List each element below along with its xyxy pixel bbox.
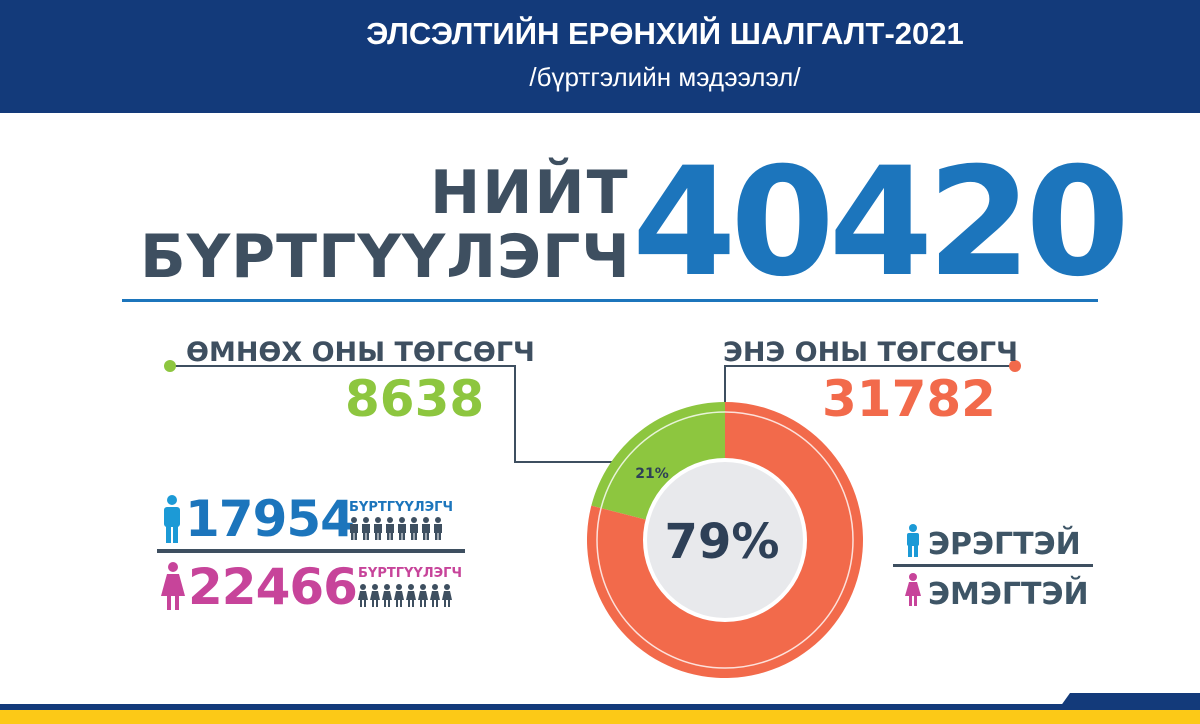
male-people-icons	[350, 517, 442, 540]
legend-divider	[893, 564, 1093, 567]
donut-inner-ring	[596, 411, 854, 669]
current-dot	[1009, 360, 1021, 372]
female-person-icon	[358, 584, 368, 607]
total-label-line2: БҮРТГҮҮЛЭГЧ	[140, 222, 631, 292]
female-person-icon	[382, 584, 392, 607]
legend-male: ЭРЭГТЭЙ	[928, 527, 1081, 562]
total-label-line1: НИЙТ	[430, 158, 630, 228]
male-person-icon	[410, 517, 418, 540]
previous-graduates-label: ӨМНӨХ ОНЫ ТӨГСӨГЧ	[186, 337, 535, 368]
total-value: 40420	[632, 136, 1130, 310]
female-icon	[161, 562, 185, 610]
female-person-icon	[394, 584, 404, 607]
male-person-icon	[386, 517, 394, 540]
current-graduates-label: ЭНЭ ОНЫ ТӨГСӨГЧ	[723, 337, 1018, 368]
female-person-icon	[430, 584, 440, 607]
footer-stripe-navy	[0, 704, 1200, 710]
footer-accent	[1060, 693, 1200, 707]
female-person-icon	[370, 584, 380, 607]
female-person-icon	[406, 584, 416, 607]
page-subtitle: /бүртгэлийн мэдээлэл/	[529, 62, 801, 92]
male-person-icon	[434, 517, 442, 540]
donut-center	[643, 458, 807, 622]
previous-connector	[170, 365, 618, 463]
male-person-icon	[350, 517, 358, 540]
female-people-icons	[358, 584, 452, 607]
male-icon	[164, 495, 180, 543]
female-count: 22466	[188, 558, 358, 616]
male-person-icon	[362, 517, 370, 540]
male-unit: БҮРТГҮҮЛЭГЧ	[349, 500, 453, 515]
header-banner	[0, 0, 1200, 113]
female-person-icon	[442, 584, 452, 607]
legend-female-icon	[905, 573, 921, 606]
center-label: 79%	[665, 514, 780, 570]
current-connector	[724, 365, 1015, 412]
slice-label-previous: 21%	[635, 466, 669, 482]
page-title: ЭЛСЭЛТИЙН ЕРӨНХИЙ ШАЛГАЛТ-2021	[366, 16, 964, 51]
previous-graduates-value: 8638	[345, 370, 485, 428]
footer-stripe-yellow	[0, 710, 1200, 724]
divider	[122, 299, 1098, 302]
gender-divider	[157, 549, 465, 553]
current-graduates-value: 31782	[822, 370, 996, 428]
male-count: 17954	[185, 490, 355, 548]
female-person-icon	[418, 584, 428, 607]
female-unit: БҮРТГҮҮЛЭГЧ	[358, 566, 462, 581]
donut-chart: 79% 21%	[587, 402, 863, 678]
previous-dot	[164, 360, 176, 372]
legend-male-icon	[907, 524, 919, 557]
male-person-icon	[398, 517, 406, 540]
legend-female: ЭМЭГТЭЙ	[928, 577, 1089, 612]
male-person-icon	[374, 517, 382, 540]
male-person-icon	[422, 517, 430, 540]
